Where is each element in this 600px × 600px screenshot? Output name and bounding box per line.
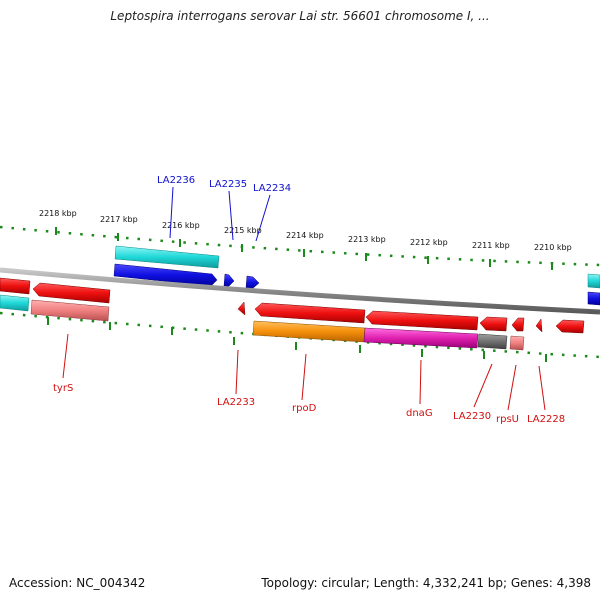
gene-label-tyrS[interactable]: tyrS: [53, 383, 73, 394]
tick-label: 2214 kbp: [286, 231, 324, 240]
cds-pink-rpsU[interactable]: [509, 335, 525, 351]
tick-label: 2217 kbp: [100, 215, 138, 224]
gene-label-LA2228[interactable]: LA2228: [527, 414, 565, 425]
tick-label: 2216 kbp: [162, 221, 200, 230]
gene-dnaG[interactable]: [365, 310, 479, 331]
tick-label: 2215 kbp: [224, 226, 262, 235]
gene-LA2228-small[interactable]: [535, 318, 543, 333]
gene-LA2228[interactable]: [555, 319, 585, 334]
cds-cyan-right-edge[interactable]: [587, 273, 600, 289]
map-title: Leptospira interrogans serovar Lai str. …: [110, 9, 490, 23]
outer-major-ticks: [55, 227, 553, 270]
gene-label-rpoD[interactable]: rpoD: [292, 403, 317, 414]
gene-red-left-edge[interactable]: [0, 277, 31, 295]
gene-tyrS[interactable]: [32, 282, 111, 304]
cds-magenta-dnaG[interactable]: [363, 327, 479, 349]
gene-label-LA2236[interactable]: LA2236: [157, 175, 195, 186]
gene-LA2236[interactable]: [113, 263, 218, 287]
gene-LA2230[interactable]: [479, 316, 508, 332]
tick-label: 2218 kbp: [39, 209, 77, 218]
cds-gray-LA2230[interactable]: [477, 333, 508, 350]
tick-label: 2212 kbp: [410, 238, 448, 247]
lower-gene-labels: tyrS LA2233 rpoD dnaG LA2230 rpsU LA2228: [53, 383, 565, 425]
gene-LA2233[interactable]: [237, 301, 246, 316]
gene-LA2234[interactable]: [245, 275, 260, 290]
upper-leader-lines: [169, 186, 271, 242]
cds-cyan-left-edge[interactable]: [0, 294, 30, 312]
cds-orange-rpoD[interactable]: [252, 320, 366, 343]
outer-ruler-track: [0, 225, 600, 267]
gene-rpoD[interactable]: [254, 302, 366, 324]
tick-label: 2210 kbp: [534, 243, 572, 252]
gene-label-LA2235[interactable]: LA2235: [209, 179, 247, 190]
gene-LA2235[interactable]: [223, 273, 235, 288]
cds-cyan-LA2236[interactable]: [114, 245, 220, 269]
cds-pink-tyrS[interactable]: [30, 299, 110, 322]
lower-leader-lines: [62, 333, 546, 411]
inner-major-ticks: [47, 317, 547, 362]
tick-label: 2213 kbp: [348, 235, 386, 244]
gene-blue-right-edge[interactable]: [587, 291, 600, 306]
sequence-backbone: [0, 267, 600, 315]
gene-rpsU[interactable]: [511, 317, 525, 332]
gene-label-LA2230[interactable]: LA2230: [453, 411, 491, 422]
gene-label-rpsU[interactable]: rpsU: [496, 414, 519, 425]
kbp-tick-labels: 2218 kbp 2217 kbp 2216 kbp 2215 kbp 2214…: [39, 209, 572, 252]
gene-label-dnaG[interactable]: dnaG: [406, 408, 433, 419]
genome-summary-text: Topology: circular; Length: 4,332,241 bp…: [261, 576, 591, 590]
upper-gene-labels: LA2236 LA2235 LA2234: [157, 175, 291, 194]
gene-label-LA2233[interactable]: LA2233: [217, 397, 255, 408]
accession-text: Accession: NC_004342: [9, 576, 146, 590]
gene-label-LA2234[interactable]: LA2234: [253, 183, 291, 194]
tick-label: 2211 kbp: [472, 241, 510, 250]
